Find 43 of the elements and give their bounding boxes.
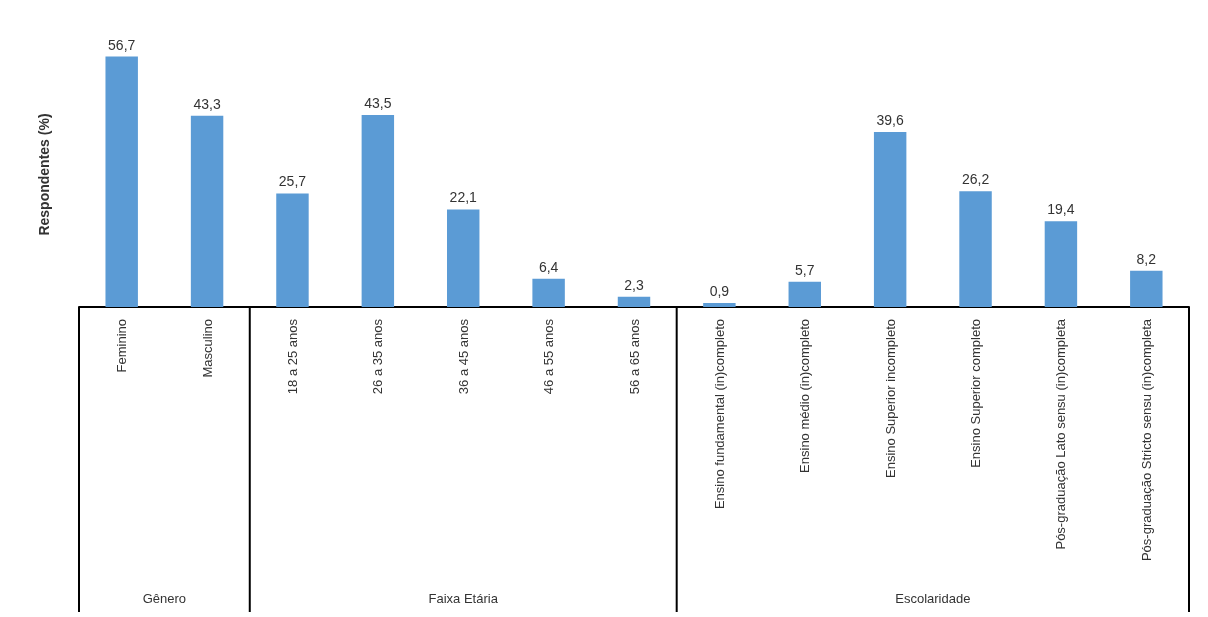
text: Escolaridade	[895, 590, 971, 606]
x-tick-label: Feminino	[114, 319, 130, 373]
x-tick-label: 36 a 45 anos	[455, 318, 471, 395]
x-tick-label: Ensino Superior incompleto	[882, 319, 898, 478]
text: Faixa Etária	[428, 590, 499, 606]
bar	[105, 56, 138, 307]
bar	[1044, 221, 1078, 307]
data-label: 2,3	[624, 276, 644, 293]
bar	[1130, 270, 1163, 307]
bar	[190, 115, 224, 307]
bar	[703, 303, 736, 307]
x-tick-label: 18 a 25 anos	[284, 318, 300, 395]
x-tick-label: Masculino	[199, 319, 215, 378]
bar	[617, 296, 651, 307]
bar	[447, 209, 480, 307]
data-label: 26,2	[961, 171, 990, 188]
bar	[873, 132, 907, 307]
data-label: 25,7	[278, 173, 307, 190]
bar	[532, 278, 565, 307]
x-tick-label: 56 a 65 anos	[626, 318, 642, 395]
data-label: 0,9	[709, 283, 730, 300]
bar	[959, 191, 992, 307]
data-label: 22,1	[449, 189, 478, 206]
data-label: 6,4	[538, 258, 559, 275]
x-tick-label: Pós-graduação Lato sensu (in)completa	[1053, 318, 1069, 550]
text: Gênero	[142, 590, 187, 606]
x-tick-label: Pós-graduação Stricto sensu (in)completa	[1138, 318, 1154, 562]
x-tick-label: 46 a 55 anos	[541, 318, 557, 395]
bar	[361, 114, 395, 307]
x-tick-label: 26 a 35 anos	[370, 318, 386, 395]
x-tick-label: Ensino fundamental (in)completo	[711, 319, 727, 510]
data-label: 56,7	[108, 36, 136, 53]
x-tick-label: Ensino médio (in)completo	[797, 319, 813, 473]
data-label: 8,2	[1136, 250, 1157, 267]
data-label: 43,3	[193, 95, 221, 112]
data-label: 39,6	[876, 112, 904, 129]
bar	[276, 193, 309, 307]
bar	[788, 281, 821, 307]
data-label: 19,4	[1047, 201, 1075, 218]
data-label: 43,5	[364, 94, 392, 111]
data-label: 5,7	[795, 261, 815, 278]
y-axis-title: Respondentes (%)	[36, 113, 52, 236]
x-tick-label: Ensino Superior completo	[968, 319, 984, 468]
